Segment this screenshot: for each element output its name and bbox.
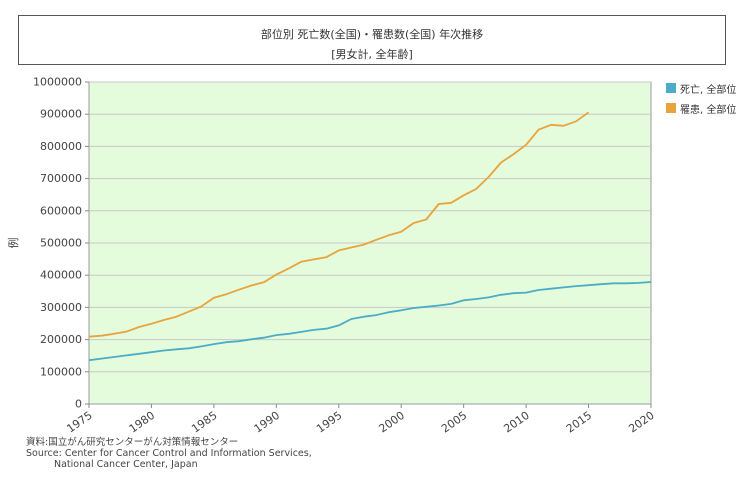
legend-label-incidence: 罹患, 全部位 (680, 104, 737, 116)
source-line-3: National Cancer Center, Japan (54, 459, 198, 470)
y-tick-label: 400000 (40, 269, 82, 282)
y-tick-label: 0 (75, 398, 82, 411)
y-axis-label: 例 (6, 238, 20, 249)
source-line-1: 資料:国立がん研究センターがん対策情報センター (26, 437, 239, 448)
legend-item-death[interactable]: 死亡, 全部位 (666, 78, 736, 98)
legend-swatch-death (666, 83, 676, 93)
legend-swatch-incidence (666, 103, 676, 113)
chart-title-box: 部位別 死亡数(全国)・罹患数(全国) 年次推移 [男女計, 全年齢] (18, 15, 726, 65)
y-tick-label: 200000 (40, 333, 82, 346)
y-tick-label: 100000 (40, 365, 82, 378)
x-tick-label: 2000 (377, 409, 407, 436)
x-tick-label: 1995 (314, 409, 344, 436)
chart-legend: 死亡, 全部位 罹患, 全部位 (666, 78, 736, 118)
y-tick-label: 1000000 (33, 76, 82, 89)
chart-title: 部位別 死亡数(全国)・罹患数(全国) 年次推移 (260, 28, 484, 41)
x-tick-label: 1980 (127, 409, 157, 436)
x-tick-label: 1985 (189, 409, 219, 436)
x-tick-label: 2020 (626, 409, 656, 436)
x-tick-label: 2005 (439, 409, 469, 436)
y-tick-label: 500000 (40, 237, 82, 250)
series-line-death (88, 281, 652, 362)
series-line-incidence (88, 111, 590, 338)
y-tick-label: 600000 (40, 204, 82, 217)
y-tick-label: 300000 (40, 301, 82, 314)
x-tick-label: 2010 (501, 409, 531, 436)
source-note: 資料:国立がん研究センターがん対策情報センター Source: Center f… (26, 437, 312, 470)
y-tick-label: 700000 (40, 172, 82, 185)
y-tick-label: 800000 (40, 140, 82, 153)
y-tick-label: 900000 (40, 108, 82, 121)
legend-label-death: 死亡, 全部位 (680, 84, 737, 96)
legend-item-incidence[interactable]: 罹患, 全部位 (666, 98, 736, 118)
x-tick-label: 1975 (64, 409, 94, 436)
x-tick-label: 1990 (252, 409, 282, 436)
source-line-2: Source: Center for Cancer Control and In… (26, 448, 312, 459)
chart-subtitle: [男女計, 全年齢] (331, 48, 413, 61)
x-tick-label: 2015 (564, 409, 594, 436)
